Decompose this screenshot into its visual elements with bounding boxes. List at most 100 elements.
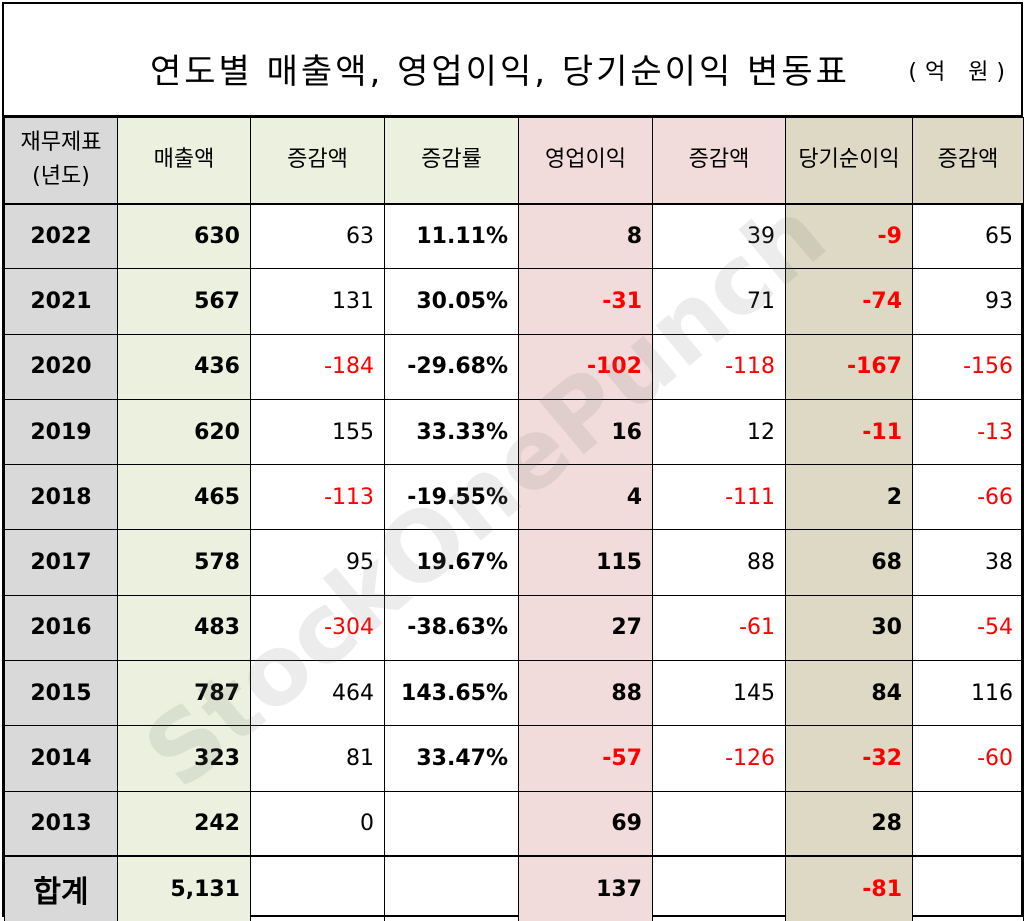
table-row: 2017 578 95 19.67% 115 88 68 38 — [4, 529, 1024, 596]
header-net-income: 당기순이익 — [785, 117, 913, 205]
cell-year: 2020 — [4, 333, 118, 400]
cell-revenue-rate — [384, 790, 519, 857]
table-row: 2015 787 464 143.65% 88 145 84 116 — [4, 660, 1024, 727]
table-row: 2018 465 -113 -19.55% 4 -111 2 -66 — [4, 464, 1024, 531]
cell-revenue: 567 — [117, 268, 251, 335]
table-row: 2020 436 -184 -29.68% -102 -118 -167 -156 — [4, 333, 1024, 400]
cell-revenue-change: -113 — [250, 464, 385, 531]
header-year-line2: (년도) — [32, 164, 90, 190]
cell-ni-change: -13 — [912, 398, 1024, 466]
page-title: 연도별 매출액, 영업이익, 당기순이익 변동표 — [150, 52, 850, 92]
cell-revenue-change: 464 — [250, 660, 385, 727]
cell-ni-change: -60 — [912, 725, 1024, 792]
cell-revenue: 630 — [117, 202, 251, 270]
cell-op-change: 71 — [652, 268, 786, 335]
total-revenue-rate — [384, 855, 519, 921]
cell-ni: 68 — [785, 529, 913, 596]
cell-revenue-rate: 33.47% — [384, 725, 519, 792]
table-row: 2019 620 155 33.33% 16 12 -11 -13 — [4, 398, 1024, 466]
total-op: 137 — [518, 855, 653, 921]
cell-year: 2022 — [4, 202, 118, 270]
header-operating-profit: 영업이익 — [518, 117, 653, 205]
cell-year: 2016 — [4, 594, 118, 662]
cell-op: 27 — [518, 594, 653, 662]
cell-op-change: 12 — [652, 398, 786, 466]
header-revenue-rate: 증감률 — [384, 117, 519, 205]
cell-ni: 30 — [785, 594, 913, 662]
cell-ni: -32 — [785, 725, 913, 792]
cell-revenue-change: 95 — [250, 529, 385, 596]
cell-op: 88 — [518, 660, 653, 727]
table-row: 2014 323 81 33.47% -57 -126 -32 -60 — [4, 725, 1024, 792]
cell-op: -102 — [518, 333, 653, 400]
table-row: 2016 483 -304 -38.63% 27 -61 30 -54 — [4, 594, 1024, 662]
cell-revenue-rate: -19.55% — [384, 464, 519, 531]
cell-revenue: 578 — [117, 529, 251, 596]
cell-year: 2017 — [4, 529, 118, 596]
header-year: 재무제표 (년도) — [4, 117, 118, 205]
cell-revenue: 483 — [117, 594, 251, 662]
cell-year: 2015 — [4, 660, 118, 727]
cell-op-change — [652, 790, 786, 857]
cell-ni-change: 65 — [912, 202, 1024, 270]
cell-ni: 2 — [785, 464, 913, 531]
title-bar: 연도별 매출액, 영업이익, 당기순이익 변동표 (억 원) — [4, 4, 1021, 117]
cell-revenue-change: -304 — [250, 594, 385, 662]
total-row: 합계 5,131 137 -81 — [4, 855, 1024, 921]
cell-ni-change — [912, 790, 1024, 857]
cell-revenue-change: 63 — [250, 202, 385, 270]
header-op-change: 증감액 — [652, 117, 786, 205]
cell-revenue: 242 — [117, 790, 251, 857]
table-row: 2013 242 0 69 28 — [4, 790, 1024, 857]
header-row: 재무제표 (년도) 매출액 증감액 증감률 영업이익 증감액 당기순이익 증감액 — [4, 117, 1024, 205]
cell-op: -31 — [518, 268, 653, 335]
cell-revenue: 620 — [117, 398, 251, 466]
total-ni-change — [912, 855, 1024, 921]
cell-year: 2014 — [4, 725, 118, 792]
cell-op: 115 — [518, 529, 653, 596]
table-body: 2022 630 63 11.11% 8 39 -9 65 2021 567 131 30.05% -3… — [4, 202, 1024, 857]
cell-ni-change: -54 — [912, 594, 1024, 662]
cell-op-change: 88 — [652, 529, 786, 596]
cell-op: 69 — [518, 790, 653, 857]
cell-year: 2018 — [4, 464, 118, 531]
cell-op: 4 — [518, 464, 653, 531]
cell-ni-change: 116 — [912, 660, 1024, 727]
cell-op: -57 — [518, 725, 653, 792]
cell-revenue-rate: 143.65% — [384, 660, 519, 727]
cell-year: 2021 — [4, 268, 118, 335]
cell-revenue-rate: 11.11% — [384, 202, 519, 270]
total-ni: -81 — [785, 855, 913, 921]
cell-year: 2019 — [4, 398, 118, 466]
cell-op-change: -61 — [652, 594, 786, 662]
financial-table: 재무제표 (년도) 매출액 증감액 증감률 영업이익 증감액 당기순이익 증감액… — [4, 117, 1024, 921]
table-row: 2022 630 63 11.11% 8 39 -9 65 — [4, 202, 1024, 270]
header-year-line1: 재무제표 — [20, 130, 102, 156]
cell-revenue-change: 0 — [250, 790, 385, 857]
total-op-change — [652, 855, 786, 921]
header-ni-change: 증감액 — [912, 117, 1024, 205]
cell-revenue-rate: 33.33% — [384, 398, 519, 466]
cell-ni: -167 — [785, 333, 913, 400]
cell-ni-change: -156 — [912, 333, 1024, 400]
cell-revenue-change: -184 — [250, 333, 385, 400]
cell-revenue-change: 131 — [250, 268, 385, 335]
cell-op-change: -118 — [652, 333, 786, 400]
cell-ni: 28 — [785, 790, 913, 857]
cell-revenue: 323 — [117, 725, 251, 792]
cell-revenue-rate: 30.05% — [384, 268, 519, 335]
cell-revenue-change: 155 — [250, 398, 385, 466]
header-revenue: 매출액 — [117, 117, 251, 205]
cell-ni-change: 38 — [912, 529, 1024, 596]
cell-revenue: 787 — [117, 660, 251, 727]
cell-ni: 84 — [785, 660, 913, 727]
cell-op: 8 — [518, 202, 653, 270]
cell-op: 16 — [518, 398, 653, 466]
cell-year: 2013 — [4, 790, 118, 857]
cell-op-change: -111 — [652, 464, 786, 531]
cell-ni-change: -66 — [912, 464, 1024, 531]
cell-op-change: 39 — [652, 202, 786, 270]
cell-ni-change: 93 — [912, 268, 1024, 335]
cell-revenue-rate: -29.68% — [384, 333, 519, 400]
